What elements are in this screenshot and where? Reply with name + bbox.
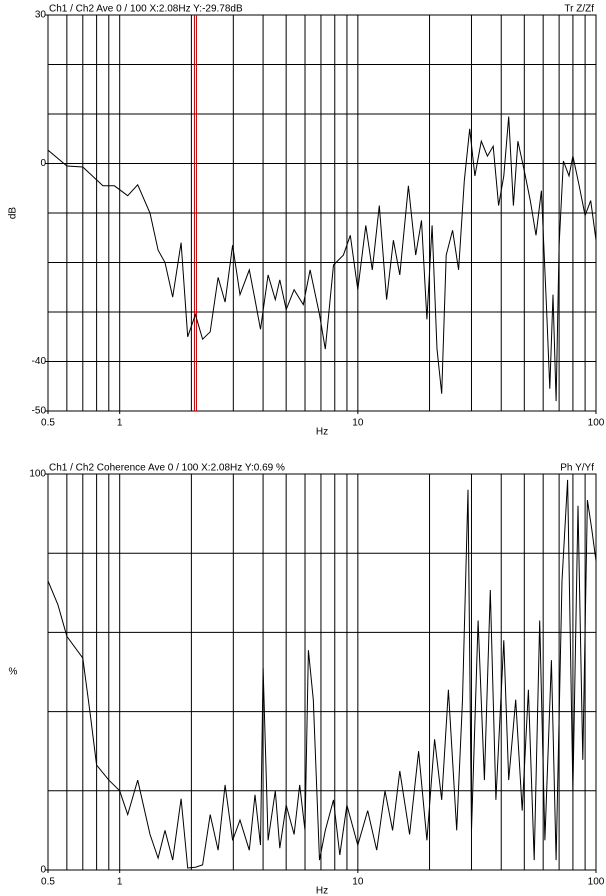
data-line xyxy=(47,116,597,402)
x-tick-label: 10 xyxy=(352,877,364,888)
x-axis-label: Hz xyxy=(316,886,328,896)
x-tick-label: 100 xyxy=(588,418,605,429)
x-tick-label: 10 xyxy=(352,418,364,429)
chart-subtitle: Ph Y/Yf xyxy=(560,463,594,474)
y-axis-label: dB xyxy=(8,207,19,220)
plot-frame xyxy=(47,14,597,412)
chart-title: Ch1 / Ch2 Coherence Ave 0 / 100 X:2.08Hz… xyxy=(49,463,285,474)
x-tick-label: 0.5 xyxy=(41,877,55,888)
y-axis-label: % xyxy=(9,667,18,678)
y-tick-label: 0 xyxy=(40,158,46,169)
y-tick-label: 30 xyxy=(35,10,47,21)
y-tick-label: 100 xyxy=(29,469,46,480)
chart-title: Ch1 / Ch2 Ave 0 / 100 X:2.08Hz Y:-29.78d… xyxy=(49,4,243,15)
y-tick-label: -40 xyxy=(32,356,47,367)
x-tick-label: 1 xyxy=(117,877,123,888)
x-tick-label: 0.5 xyxy=(41,418,55,429)
data-line xyxy=(47,479,597,869)
y-tick-label: 0 xyxy=(40,865,46,876)
x-tick-label: 1 xyxy=(117,418,123,429)
x-axis-label: Hz xyxy=(316,427,328,438)
x-tick-label: 100 xyxy=(588,877,605,888)
plot-frame xyxy=(47,473,597,871)
y-tick-label: -50 xyxy=(32,406,47,417)
chart-subtitle: Tr Z/Zf xyxy=(564,4,594,15)
